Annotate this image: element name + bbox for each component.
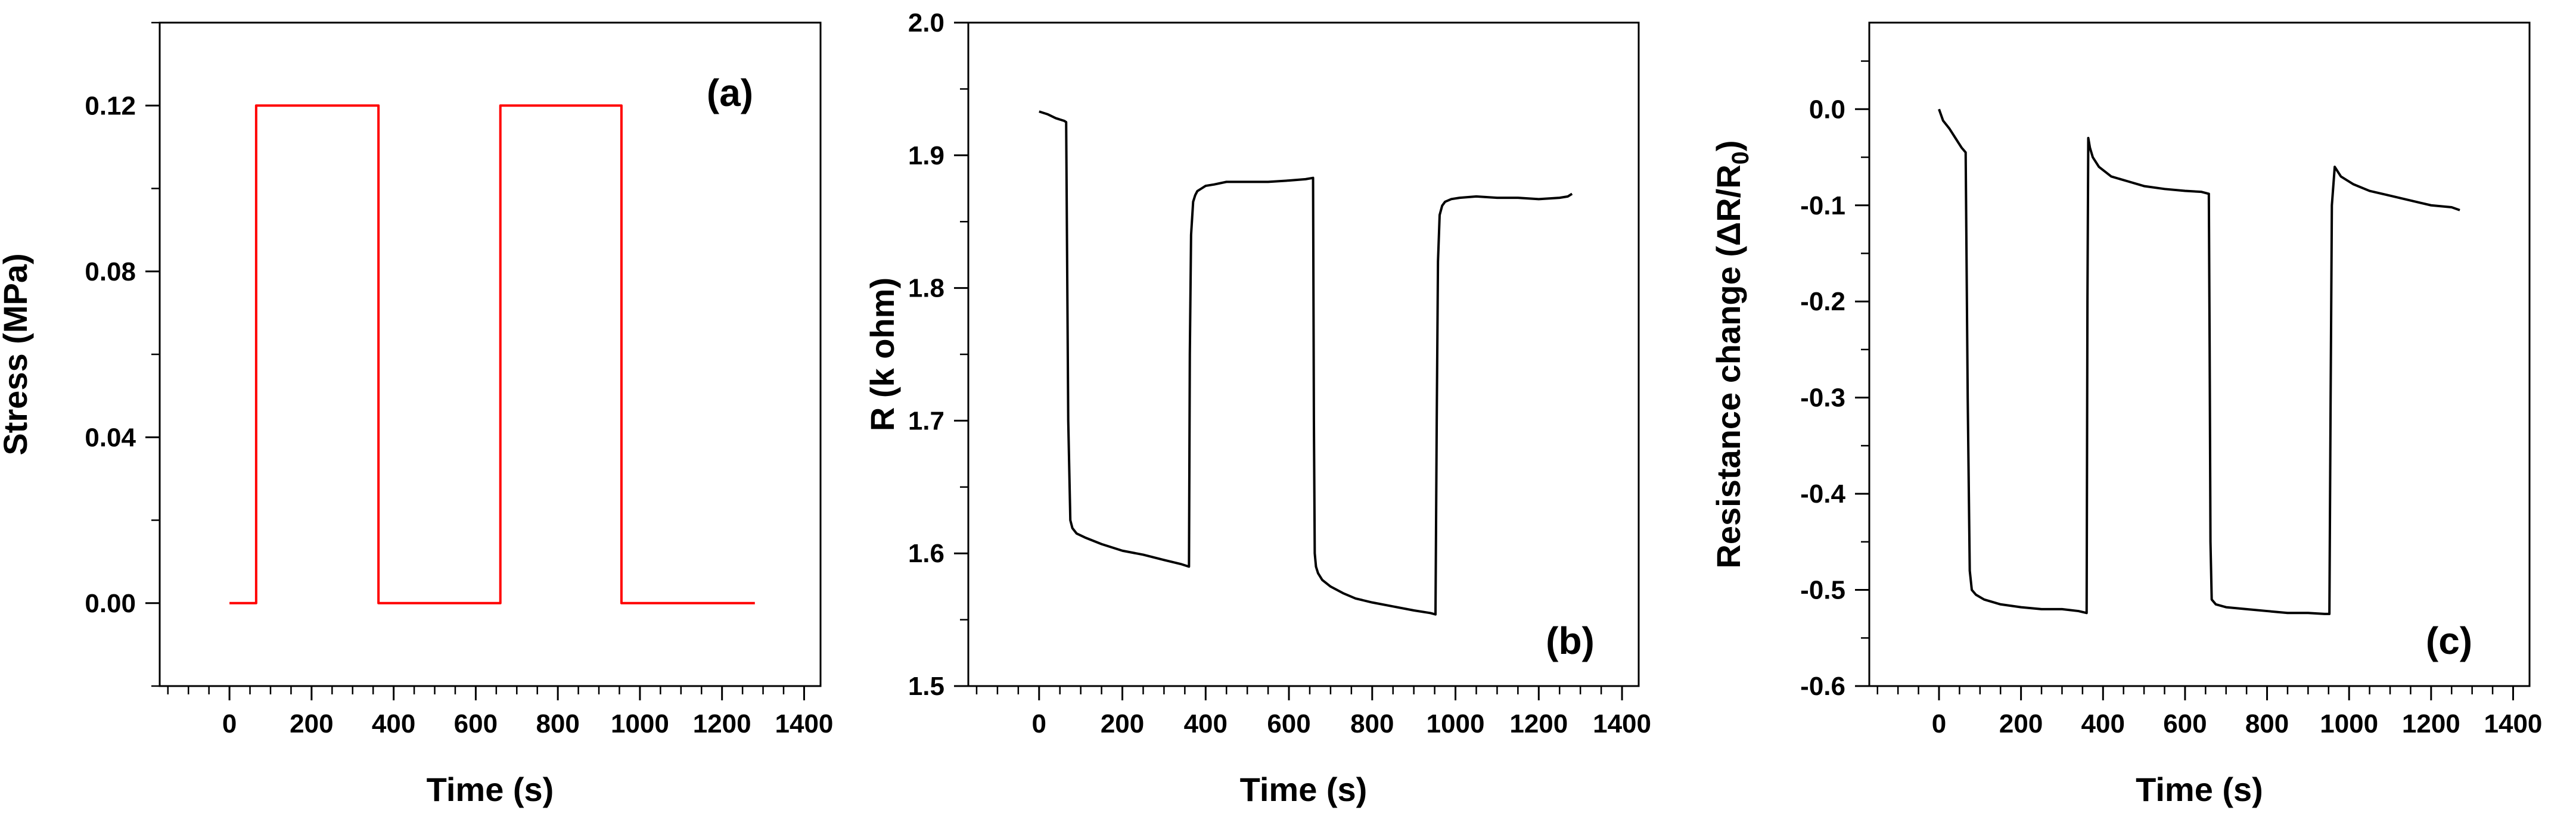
y-tick-label: -0.6 [1800,672,1845,701]
y-axis-title-end: ) [1710,140,1747,151]
x-tick-label: 600 [1267,709,1310,738]
x-tick-label: 0 [1032,709,1046,738]
x-tick-label: 1200 [693,709,751,738]
x-tick-label: 1400 [775,709,834,738]
y-tick-label: -0.4 [1800,479,1845,509]
y-tick-label: -0.1 [1800,191,1845,220]
panel-tag: (a) [707,71,753,114]
x-tick-label: 1000 [2320,709,2378,738]
y-tick-label: -0.2 [1800,287,1845,316]
y-tick-label: 1.6 [908,539,944,568]
x-tick-label: 1000 [611,709,669,738]
x-tick-label: 200 [1101,709,1144,738]
x-tick-label: 1200 [2402,709,2460,738]
x-tick-label: 0 [1932,709,1946,738]
x-tick-label: 800 [536,709,579,738]
y-tick-label: 1.9 [908,141,944,170]
y-tick-label: 2.0 [908,8,944,38]
x-tick-label: 800 [2245,709,2289,738]
y-tick-label: -0.5 [1800,576,1845,605]
series-line-c [1938,108,2460,615]
panel-tag: (c) [2426,619,2472,662]
x-tick-label: 1400 [2484,709,2543,738]
y-axis-title-symbol: ΔR/R [1710,164,1747,246]
y-tick-label: 0.00 [85,589,136,618]
x-tick-label: 1400 [1593,709,1651,738]
plot-frame [1868,21,2531,687]
y-tick-label: 1.5 [908,672,944,701]
panel-tag: (b) [1546,619,1595,662]
series-line-b [1039,110,1573,616]
x-tick-label: 400 [1184,709,1228,738]
y-tick-label: 1.7 [908,406,944,435]
x-tick-label: 400 [372,709,415,738]
panel-b: 0 200 400 600 800 1000 1200 1400 1.5 1.6 1.7 1.8 1.9… [863,8,1651,808]
x-tick-label: 1200 [1509,709,1568,738]
x-tick-label: 400 [2081,709,2125,738]
y-axis-title-text: Resistance change ( [1710,246,1747,569]
panel-a: 0 200 400 600 800 1000 1200 1400 0.00 0.04 0.08 0.1… [0,21,834,808]
series-line-a [229,104,755,604]
x-tick-label: 600 [454,709,498,738]
y-tick-label: 0.0 [1809,95,1845,124]
x-tick-label: 800 [1350,709,1394,738]
panel-c: 0 200 400 600 800 1000 1200 1400 -0.6 -0.5 -0.4 -0.… [1710,21,2543,808]
x-axis-title: Time (s) [2136,771,2263,808]
y-tick-label: 0.08 [85,257,136,286]
y-axis-title: Resistance change (ΔR/R0) [1710,140,1754,568]
x-tick-label: 200 [1999,709,2043,738]
y-axis-title: R (k ohm) [863,278,901,431]
x-tick-label: 600 [2163,709,2207,738]
plot-frame [159,21,822,687]
y-tick-label: 0.12 [85,91,136,120]
x-tick-label: 0 [222,709,237,738]
y-tick-label: 0.04 [85,423,136,452]
x-tick-label: 200 [290,709,333,738]
y-axis-title: Stress (MPa) [0,253,34,455]
x-tick-label: 1000 [1427,709,1485,738]
x-axis-title: Time (s) [427,771,554,808]
y-tick-label: 1.8 [908,274,944,303]
x-axis-title: Time (s) [1240,771,1368,808]
y-axis-title-subscript: 0 [1727,151,1754,164]
y-tick-label: -0.3 [1800,384,1845,413]
